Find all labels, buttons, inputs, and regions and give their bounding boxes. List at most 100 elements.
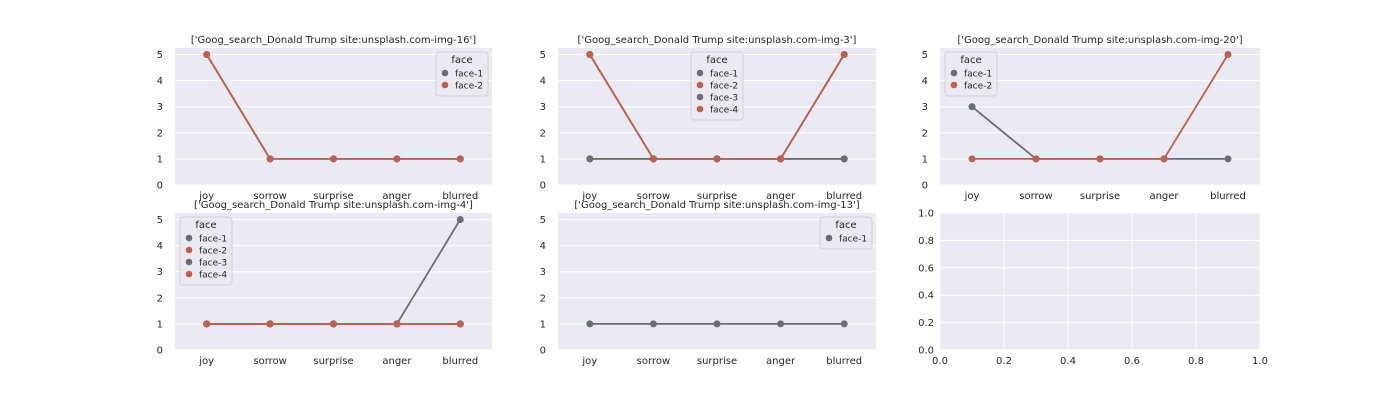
x-tick-label: sorrow [637,356,670,367]
data-point-face-4 [203,320,211,328]
y-tick-label: 3 [157,102,163,113]
legend-title: face [451,55,472,66]
x-tick-label: anger [382,191,412,202]
x-tick-label: 0.4 [1060,356,1076,367]
legend-label: face-3 [199,259,227,269]
data-point-face-3 [586,155,594,163]
data-point-face-2 [456,155,464,163]
subplot-5: 0 1 2 3 4 5 joy sorrow surprise anger blurred ['Goo… [540,200,876,367]
data-point-face-2 [203,51,211,59]
subplot-1: 0 1 2 3 4 5 joy sorrow surprise anger blurred ['Goo… [157,35,492,202]
legend-label: face-1 [964,70,992,80]
x-tick-label: anger [766,191,796,202]
legend-label: face-2 [964,82,992,92]
y-tick-label: 3 [540,102,546,113]
data-point-face-1 [713,320,721,328]
data-point-face-2 [1224,51,1232,59]
subplot-4: 0 1 2 3 4 5 joy sorrow surprise anger blurred ['Goo… [157,200,492,367]
subplot-title: ['Goog_search_Donald Trump site:unsplash… [578,35,857,46]
x-tick-label: blurred [442,191,478,202]
x-tick-label: surprise [313,191,353,202]
legend-label: face-3 [710,94,738,104]
subplot-2: 0 1 2 3 4 5 joy sorrow surprise anger blurred ['Goo… [540,35,876,202]
legend-label: face-2 [710,82,738,92]
data-point-face-1 [968,103,976,111]
x-tick-label: 0.8 [1188,356,1204,367]
y-tick-label: 4 [922,76,928,87]
legend-title: face [960,55,981,66]
x-tick-label: blurred [1210,191,1246,202]
plot-area [940,213,1260,350]
legend-marker [185,270,193,278]
data-point-face-4 [456,320,464,328]
legend: face face-1 [819,216,873,250]
subplot-6: 0.0 0.2 0.4 0.6 0.8 1.0 0.0 0.2 0.4 0.6 0.8 1.0 [918,209,1268,368]
y-tick-label: 0.8 [918,236,934,247]
y-tick-label: 3 [540,267,546,278]
y-tick-label: 3 [922,102,928,113]
y-tick-label: 4 [157,241,163,252]
y-tick-label: 0.2 [918,318,934,329]
data-point-face-2 [1032,155,1040,163]
x-tick-label: joy [198,356,214,367]
x-tick-label: anger [1149,191,1179,202]
legend-label: face-4 [199,271,227,281]
subplot-title: ['Goog_search_Donald Trump site:unsplash… [191,35,476,46]
y-tick-label: 1.0 [918,209,934,220]
legend-label: face-1 [839,235,867,245]
x-tick-label: sorrow [1019,191,1052,202]
legend-box [690,51,744,121]
y-tick-label: 5 [157,50,163,61]
x-tick-label: anger [382,356,412,367]
legend-box [179,216,233,286]
y-tick-label: 5 [922,50,928,61]
x-tick-label: 0.2 [996,356,1012,367]
data-point-face-2 [266,155,274,163]
data-point-face-2 [1096,155,1104,163]
data-point-face-1 [1224,155,1232,163]
y-tick-label: 2 [922,128,928,139]
legend: face face-1 face-2 face-3 face-4 [179,216,233,286]
x-tick-label: surprise [313,356,353,367]
legend-marker [185,258,193,266]
data-point-face-4 [649,155,657,163]
y-tick-label: 2 [157,293,163,304]
data-point-face-1 [456,216,464,224]
x-tick-label: joy [581,356,597,367]
legend: face face-1 face-2 [435,51,489,97]
x-tick-label: sorrow [253,356,286,367]
y-tick-label: 2 [157,128,163,139]
legend-title: face [706,55,727,66]
legend-label: face-2 [199,247,227,257]
y-tick-label: 4 [540,76,546,87]
legend-marker [441,69,449,77]
legend-marker [441,81,449,89]
y-tick-label: 5 [540,50,546,61]
legend-title: face [195,220,216,231]
legend-title: face [835,220,856,231]
legend-label: face-1 [455,70,483,80]
legend-box [435,51,489,97]
y-tick-label: 1 [922,154,928,165]
x-tick-label: anger [766,356,796,367]
data-point-face-1 [777,320,785,328]
y-tick-label: 1 [540,154,546,165]
y-tick-label: 1 [157,319,163,330]
legend-box [819,216,873,250]
x-tick-label: 0.0 [932,356,948,367]
y-tick-label: 4 [157,76,163,87]
legend-marker [950,69,958,77]
y-tick-label: 0.6 [918,263,934,274]
x-tick-label: joy [198,191,214,202]
data-point-face-4 [393,320,401,328]
y-tick-label: 5 [540,215,546,226]
data-point-face-1 [586,320,594,328]
legend: face face-1 face-2 [944,51,998,97]
data-point-face-2 [330,155,337,163]
data-point-face-1 [840,320,848,328]
y-tick-label: 0 [157,181,163,192]
y-tick-label: 0 [540,346,546,357]
legend-marker [825,234,833,242]
data-point-face-4 [330,320,337,328]
